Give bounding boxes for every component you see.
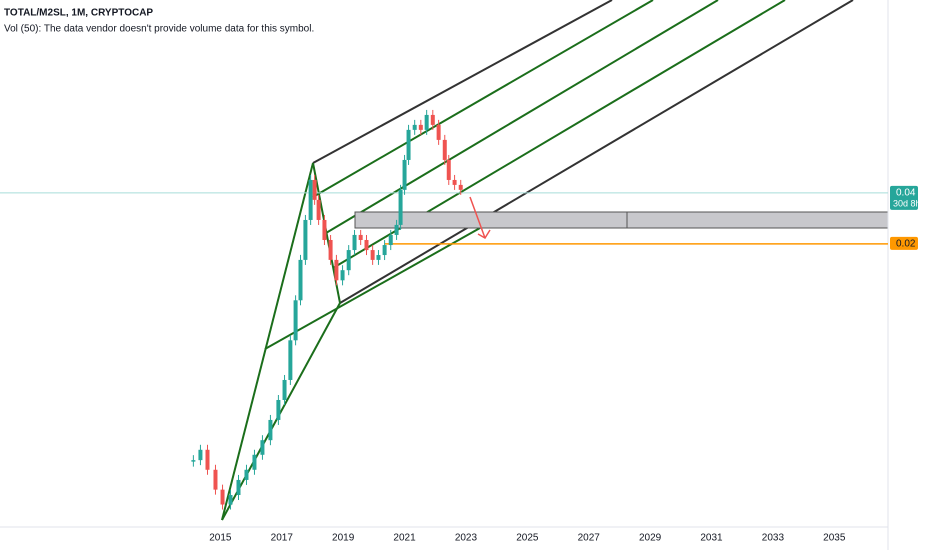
candle-body [406, 129, 411, 160]
candle-body [282, 379, 287, 400]
candle-body [213, 469, 218, 490]
price-label: 0.02 [896, 239, 916, 250]
candle-body [370, 250, 375, 260]
pitchfork-line [339, 0, 854, 304]
candle-body [293, 300, 298, 341]
candle-body [334, 259, 339, 281]
candle-body [298, 259, 303, 301]
candle-body [358, 234, 363, 240]
candle-body [260, 440, 265, 455]
x-tick-label: 2019 [332, 533, 355, 544]
arrow-head [477, 229, 491, 240]
x-tick-label: 2017 [271, 533, 294, 544]
pitchfork-line [312, 0, 613, 164]
candle-body [382, 245, 387, 256]
candle-body [198, 449, 203, 461]
candle-body [418, 124, 423, 130]
candle-body [388, 234, 393, 246]
countdown-label: 30d 8h [893, 198, 921, 208]
candle-body [398, 189, 403, 225]
pitchfork-line [325, 0, 719, 234]
pitchfork-line [312, 0, 654, 198]
x-tick-label: 2021 [393, 533, 416, 544]
candle-body [228, 495, 233, 505]
x-tick-label: 2029 [639, 533, 662, 544]
x-tick-label: 2015 [209, 533, 232, 544]
candle-body [376, 255, 381, 260]
x-tick-label: 2035 [823, 533, 846, 544]
candle-body [352, 234, 357, 251]
price-label-box [890, 236, 918, 250]
candle-body [303, 219, 308, 260]
candle-body [436, 124, 441, 140]
candle-body [308, 179, 313, 220]
candle-body [312, 179, 317, 200]
price-label: 0.04 [896, 188, 916, 199]
chart-title: TOTAL/M2SL, 1M, CRYPTOCAP [4, 8, 153, 19]
candle-body [220, 489, 225, 505]
candle-body [442, 139, 447, 160]
candle-body [316, 199, 321, 220]
candle-body [346, 250, 351, 271]
candle-body [252, 454, 257, 470]
candle-body [430, 114, 435, 125]
pitchfork-line [221, 302, 341, 521]
candle-body [394, 224, 399, 235]
candle-body [412, 124, 417, 130]
x-tick-label: 2025 [516, 533, 539, 544]
candle-body [424, 114, 429, 130]
candle-body [452, 179, 457, 185]
candle-body [288, 340, 293, 380]
candle-body [191, 460, 196, 462]
x-tick-label: 2031 [700, 533, 723, 544]
chart-subtitle: Vol (50): The data vendor doesn't provid… [4, 24, 314, 35]
candle-body [205, 449, 210, 470]
candle-body [328, 239, 333, 260]
candle-body [276, 399, 281, 420]
price-label-box [890, 185, 918, 210]
candle-body [236, 479, 241, 496]
candle-body [446, 159, 451, 180]
candle-body [364, 239, 369, 251]
pitchfork-line [221, 162, 314, 521]
drawings [221, 0, 889, 521]
pitchfork-line [264, 227, 481, 350]
range-box [354, 211, 889, 229]
candle-body [340, 270, 345, 281]
candle-body [402, 159, 407, 190]
candle-body [322, 219, 327, 240]
x-tick-label: 2033 [762, 533, 785, 544]
x-tick-label: 2027 [578, 533, 601, 544]
candle-body [244, 469, 249, 480]
candle-body [268, 419, 273, 441]
x-tick-label: 2023 [455, 533, 478, 544]
forecast-arrow [469, 196, 486, 239]
candle-body [458, 184, 463, 190]
